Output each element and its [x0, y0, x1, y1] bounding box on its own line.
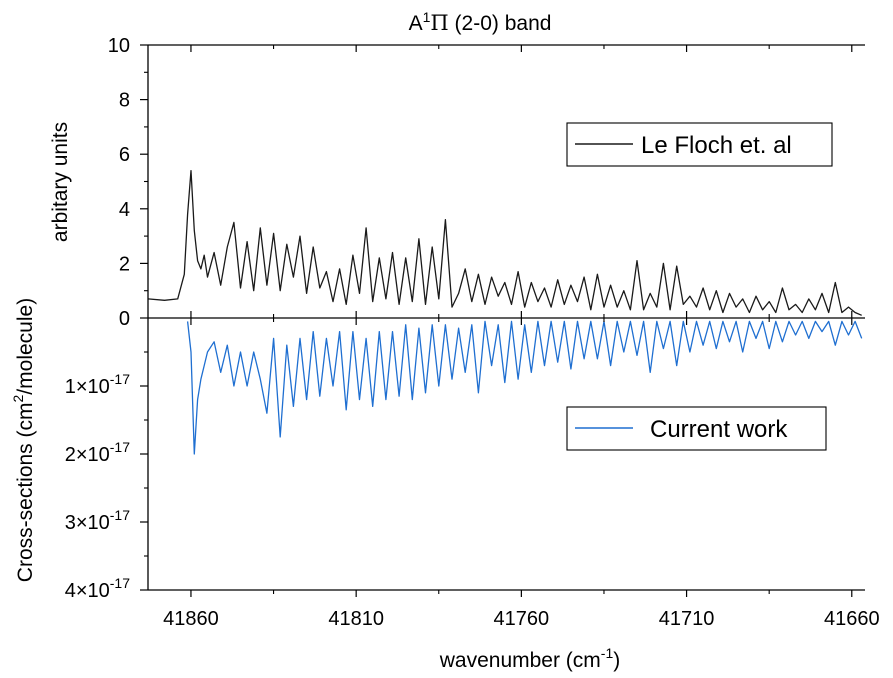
top-y-tick-label: 6	[119, 144, 130, 166]
bottom-legend-label: Current work	[650, 416, 788, 443]
bottom-y-tick-label: 4×10-17	[65, 575, 131, 602]
labels: 41860 41810 41760 41710 41660 0 2 4 6 8 10 1×10-17 2…	[10, 9, 880, 672]
x-tick-label: 41810	[328, 608, 384, 630]
top-y-axis-title: arbitary units	[49, 122, 72, 242]
x-tick-label: 41710	[659, 608, 715, 630]
bottom-y-tick-label: 3×10-17	[65, 507, 131, 534]
axes	[147, 44, 865, 591]
bottom-y-tick-label: 2×10-17	[65, 439, 131, 466]
bottom-y-tick-label: 1×10-17	[65, 371, 131, 398]
legends: Le Floch et. al Current work	[566, 122, 833, 451]
top-y-tick-label: 10	[108, 35, 130, 57]
bottom-series	[186, 320, 863, 455]
current-work-series-line	[186, 320, 863, 455]
x-axis-title: wavenumber (cm-1)	[439, 645, 621, 672]
x-tick-label: 41860	[163, 608, 219, 630]
top-y-tick-label: 4	[119, 199, 130, 221]
top-y-tick-label: 2	[119, 253, 130, 275]
top-y-tick-label: 8	[119, 90, 130, 112]
top-legend-label: Le Floch et. al	[641, 132, 792, 159]
chart-title: A1Π (2-0) band	[409, 9, 552, 35]
ticks	[140, 44, 853, 597]
x-tick-label: 41760	[494, 608, 550, 630]
x-tick-label: 41660	[824, 608, 880, 630]
bottom-y-axis-title: Cross-sections (cm2/molecule)	[10, 298, 37, 582]
le-floch-series-line	[147, 169, 862, 316]
top-series	[147, 169, 862, 316]
top-y-tick-label: 0	[119, 308, 130, 330]
